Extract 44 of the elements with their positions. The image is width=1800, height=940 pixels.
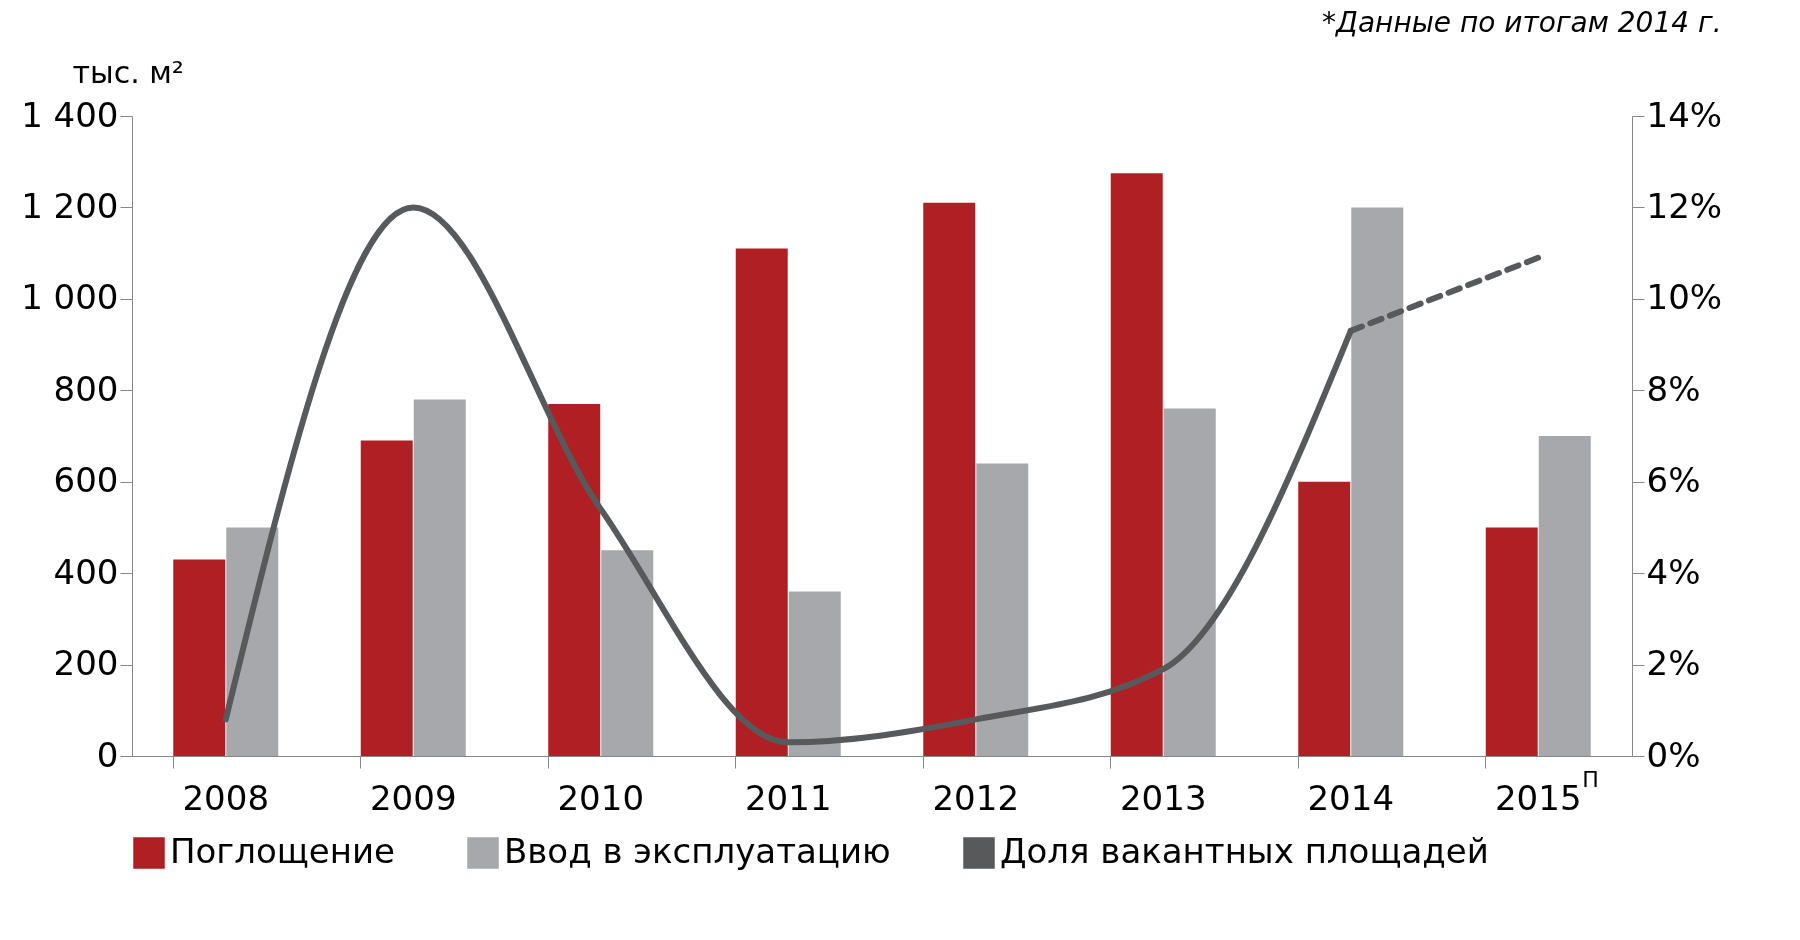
- bar: [1351, 207, 1404, 756]
- x-tick-label: 2014: [1307, 777, 1395, 818]
- y-tick-label: 200: [53, 643, 119, 684]
- bar: [923, 202, 976, 756]
- bar: [1538, 436, 1591, 756]
- bar: [1163, 408, 1216, 756]
- bar: [601, 550, 654, 756]
- y2-tick-label: 10%: [1646, 277, 1723, 318]
- bar: [1485, 527, 1538, 756]
- y2-tick-label: 8%: [1646, 368, 1701, 409]
- y-tick-label: 400: [53, 551, 119, 592]
- bar: [1110, 173, 1163, 756]
- x-tick-label: 2010: [557, 777, 645, 818]
- bar: [360, 440, 413, 756]
- text: *Данные по итогам 2014 г.: [1322, 6, 1722, 39]
- bar: [976, 463, 1029, 756]
- y2-tick-label: 2%: [1646, 643, 1701, 684]
- y-tick-label: 600: [53, 460, 119, 501]
- x-tick-label: 2008: [182, 777, 270, 818]
- y-tick-label: 1 400: [21, 94, 119, 135]
- bar: [735, 248, 788, 756]
- y2-tick-label: 14%: [1646, 94, 1723, 135]
- y-tick-label: 1 000: [21, 277, 119, 318]
- legend-label: Доля вакантных площадей: [1000, 831, 1489, 871]
- y-tick-label: 1 200: [21, 185, 119, 226]
- y2-tick-label: 12%: [1646, 185, 1723, 226]
- y-tick-label: 800: [53, 368, 119, 409]
- bar: [788, 591, 841, 756]
- bar: [1298, 481, 1351, 756]
- x-tick-label: 2012: [932, 777, 1020, 818]
- bar: [548, 404, 601, 756]
- x-tick-label: 2009: [369, 777, 457, 818]
- bar: [226, 527, 279, 756]
- legend-label: Ввод в эксплуатацию: [504, 831, 891, 871]
- y2-tick-label: 6%: [1646, 460, 1701, 501]
- bar: [173, 559, 226, 756]
- y-axis-title: тыс. м²: [72, 54, 184, 90]
- y2-tick-label: 4%: [1646, 551, 1701, 592]
- x-tick-label: 2013: [1119, 777, 1207, 818]
- bar: [413, 399, 466, 756]
- legend-label: Поглощение: [170, 831, 395, 871]
- x-tick-label: 2011: [744, 777, 832, 818]
- y-tick-label: 0: [96, 734, 119, 775]
- y2-tick-label: 0%: [1646, 734, 1701, 775]
